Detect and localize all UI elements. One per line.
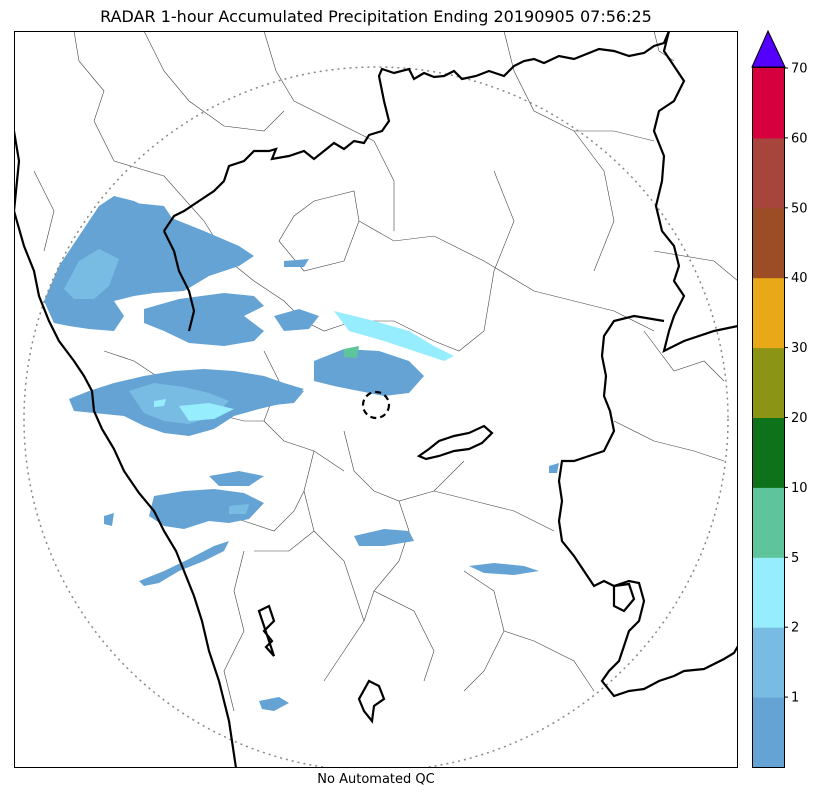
state-border <box>257 604 276 657</box>
precip-cell <box>154 399 166 407</box>
precipitation-cells <box>44 196 559 711</box>
colorbar-bin <box>753 137 784 209</box>
state-border <box>612 582 636 613</box>
precip-cell <box>144 293 264 346</box>
precip-cell <box>64 249 119 299</box>
district-boundary <box>503 630 595 692</box>
colorbar-bin <box>753 487 784 558</box>
precip-cell <box>249 386 304 406</box>
state-border <box>357 679 386 724</box>
colorbar-tick-label: 30 <box>791 341 808 356</box>
district-boundary <box>613 420 725 462</box>
district-boundary <box>253 280 435 342</box>
colorbar-bin <box>753 417 784 488</box>
colorbar-bin <box>753 627 784 698</box>
colorbar-bin <box>753 68 784 139</box>
district-boundary <box>313 530 365 682</box>
radar-site-marker <box>361 390 391 420</box>
colorbar-bins <box>753 68 784 768</box>
district-boundary <box>463 570 505 692</box>
colorbar-tick-label: 5 <box>791 551 799 566</box>
district-boundary <box>643 330 725 382</box>
radar-range-ring <box>23 66 729 768</box>
district-boundary <box>343 430 465 502</box>
colorbar-tick-label: 60 <box>791 131 808 146</box>
state-boundaries <box>14 31 738 768</box>
district-boundary <box>533 290 655 332</box>
district-boundary <box>33 170 55 252</box>
precip-cell <box>314 349 424 396</box>
precip-cell <box>344 346 359 358</box>
colorbar-tick-label: 40 <box>791 271 808 286</box>
precip-cell <box>179 403 234 421</box>
district-boundary <box>573 130 615 272</box>
state-border <box>652 31 738 354</box>
district-boundary <box>433 170 515 352</box>
district-boundary <box>143 31 285 132</box>
plot-frame <box>14 31 738 768</box>
precip-cell <box>209 471 264 486</box>
district-boundary <box>373 590 435 682</box>
qc-caption: No Automated QC <box>317 772 435 787</box>
precip-cell <box>469 563 539 575</box>
district-boundary <box>503 31 655 142</box>
district-boundary <box>653 250 738 282</box>
colorbar-bin <box>753 697 784 768</box>
coastline <box>14 130 238 768</box>
colorbar-tick-label: 20 <box>791 411 808 426</box>
district-boundary <box>363 500 410 622</box>
colorbar-tick-label: 10 <box>791 481 808 496</box>
precip-cell <box>284 259 309 267</box>
colorbar-bin <box>753 207 784 279</box>
state-border <box>163 230 196 332</box>
precip-cell <box>334 311 454 361</box>
precip-cell <box>259 697 289 711</box>
state-border <box>416 424 494 461</box>
colorbar: 1 2 5 10 20 30 40 50 60 70 <box>751 29 808 768</box>
district-boundary <box>254 450 315 552</box>
colorbar-tick-label: 1 <box>791 691 799 706</box>
colorbar-extend-triangle <box>751 29 786 68</box>
chart-title: RADAR 1-hour Accumulated Precipitation E… <box>100 7 652 26</box>
colorbar-bin <box>753 277 784 349</box>
colorbar-bin <box>753 347 784 418</box>
district-boundary <box>358 220 535 292</box>
colorbar-tick-label: 70 <box>791 62 808 77</box>
precip-cell <box>44 196 254 331</box>
district-boundaries <box>33 31 738 712</box>
precip-cell <box>139 541 229 586</box>
district-boundary <box>263 350 345 472</box>
colorbar-ticks: 1 2 5 10 20 30 40 50 60 70 <box>784 62 808 706</box>
precip-cell <box>229 504 249 514</box>
radar-map[interactable] <box>14 31 738 768</box>
colorbar-bin <box>753 557 784 628</box>
colorbar-tick-label: 2 <box>791 621 799 636</box>
district-boundary <box>278 190 360 272</box>
colorbar-frame <box>752 67 785 768</box>
state-border <box>557 314 738 698</box>
district-boundary <box>433 490 555 532</box>
precip-cell <box>104 513 114 526</box>
precip-cell <box>119 203 174 229</box>
precip-cell <box>274 309 319 331</box>
district-boundary <box>223 550 245 712</box>
district-boundary <box>373 140 395 231</box>
precip-cell <box>354 529 414 546</box>
colorbar-tick-label: 50 <box>791 201 808 216</box>
state-border <box>163 31 671 232</box>
precip-cell <box>149 489 264 529</box>
district-boundary <box>263 31 375 142</box>
precip-cell <box>549 463 559 473</box>
